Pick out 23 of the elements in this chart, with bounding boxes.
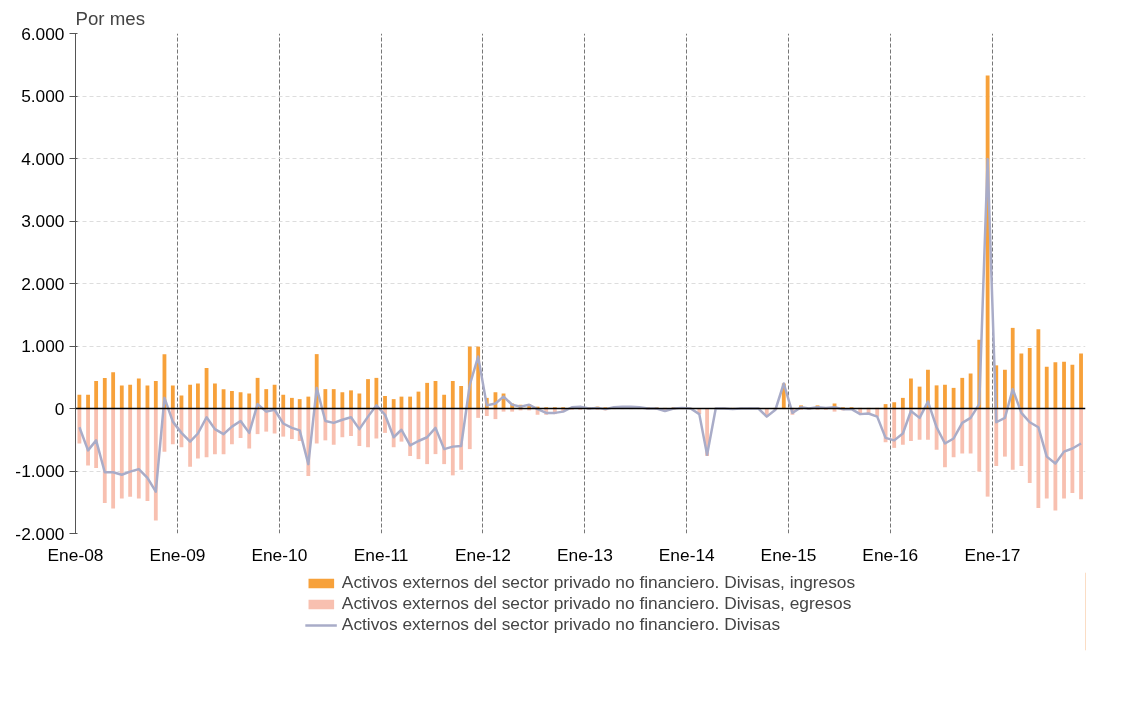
y-axis-title: Por mes (75, 7, 145, 29)
x-tick-label: Ene-08 (47, 544, 104, 565)
y-tick-label: 3.000 (21, 211, 65, 231)
y-tick-label: 6.000 (21, 23, 65, 44)
x-tick-label: Ene-15 (760, 544, 817, 565)
legend-label: Activos externos del sector privado no financiero. Divisas (341, 614, 781, 635)
x-tick-label: Ene-10 (251, 544, 308, 565)
legend-label: Activos externos del sector privado no financiero. Divisas, egresos (341, 593, 852, 614)
x-tick-label: Ene-09 (149, 544, 206, 565)
y-tick-label: -2.000 (15, 523, 65, 544)
x-tick-label: Ene-12 (454, 544, 511, 565)
y-tick-label: 4.000 (21, 148, 65, 169)
y-tick-label: -1.000 (15, 461, 65, 481)
x-tick-label: Ene-11 (353, 544, 409, 565)
y-tick-label: 5.000 (21, 86, 65, 106)
x-tick-label: Ene-13 (557, 544, 613, 565)
y-tick-label: 0 (54, 398, 65, 419)
x-tick-label: Ene-16 (862, 544, 919, 565)
x-tick-label: Ene-14 (658, 544, 716, 565)
y-tick-label: 1.000 (21, 336, 65, 356)
y-tick-label: 2.000 (21, 273, 65, 294)
legend-label: Activos externos del sector privado no financiero. Divisas, ingresos (341, 572, 856, 593)
x-tick-label: Ene-17 (964, 544, 1021, 565)
